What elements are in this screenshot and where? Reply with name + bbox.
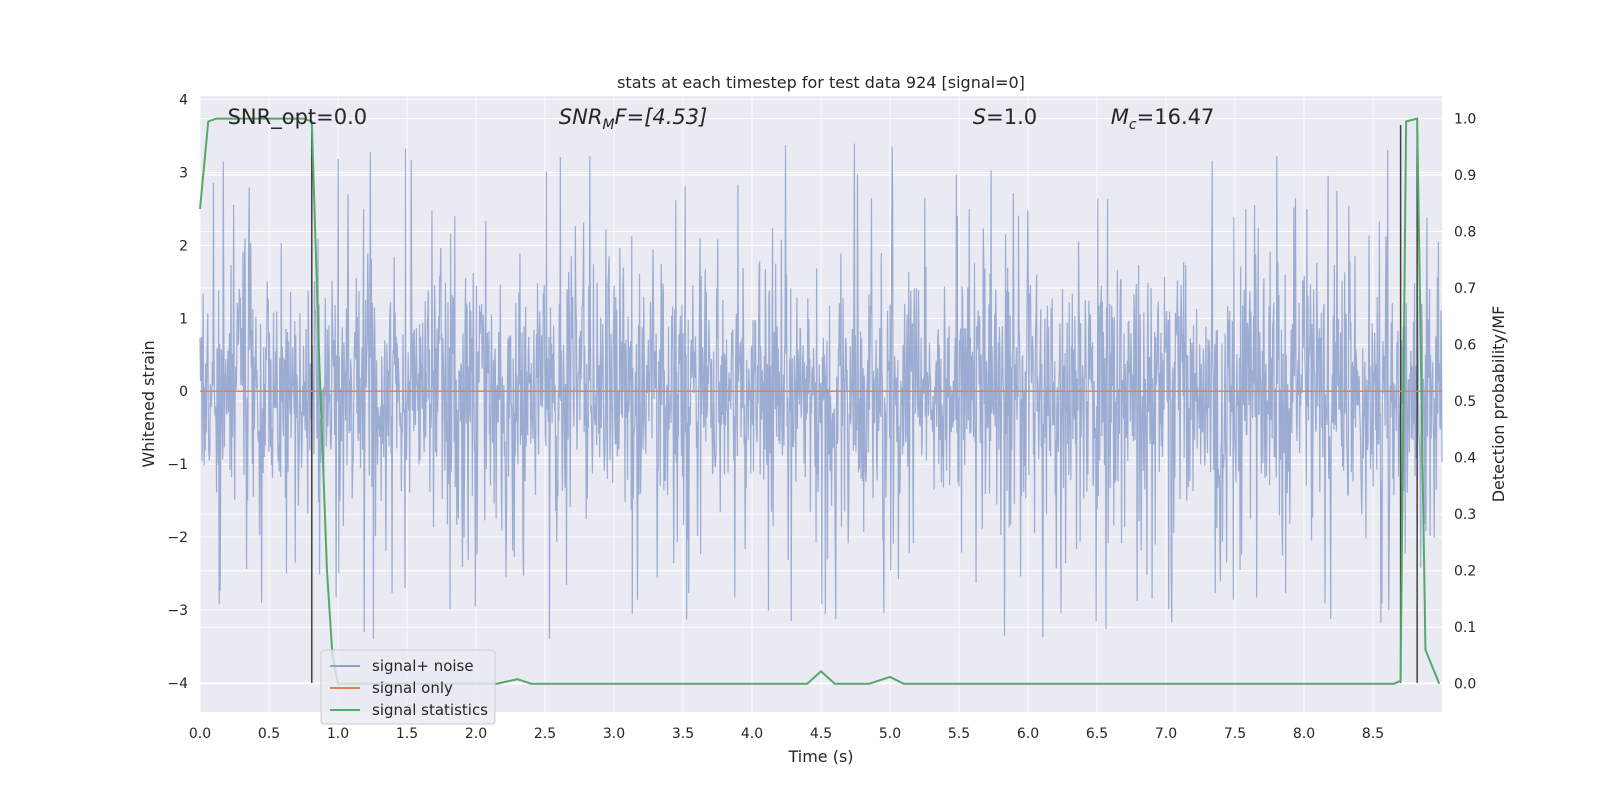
legend-box (320, 649, 496, 725)
legend-label: signal+ noise (372, 657, 474, 675)
x-tick-label: 5.5 (948, 726, 970, 742)
y-axis-label: Whitened strain (139, 340, 158, 467)
y-tick-label: 2 (179, 238, 188, 254)
y2-axis-label: Detection probability/MF (1489, 306, 1508, 503)
legend-label: signal statistics (372, 701, 488, 719)
y2-tick-label: 0.6 (1454, 338, 1476, 354)
y-tick-label: −4 (167, 676, 188, 692)
x-axis-label: Time (s) (787, 747, 853, 766)
legend: signal+ noise signal only signal statistic… (320, 649, 496, 725)
x-tick-label: 1.5 (396, 726, 418, 742)
tick-labels: 0.0 0.5 1.0 1.5 2.0 2.5 3.0 3.5 4.0 4.5 5.0 5.5 6.0 6… (167, 93, 1476, 742)
x-tick-label: 7.5 (1224, 726, 1246, 742)
x-tick-label: 8.0 (1293, 726, 1315, 742)
x-tick-label: 7.0 (1155, 726, 1177, 742)
x-tick-label: 4.0 (741, 726, 763, 742)
chart-title: stats at each timestep for test data 924… (617, 73, 1025, 92)
y-tick-label: 0 (179, 384, 188, 400)
x-tick-label: 3.0 (603, 726, 625, 742)
y2-tick-label: 0.8 (1454, 225, 1476, 241)
y2-tick-label: 0.0 (1454, 677, 1476, 693)
x-tick-label: 2.0 (465, 726, 487, 742)
signal-noise-line (199, 143, 1443, 639)
annotation-2: S=1.0 (973, 105, 1037, 129)
y-tick-label: 3 (179, 166, 188, 182)
x-tick-label: 8.5 (1362, 726, 1384, 742)
x-tick-label: 1.0 (327, 726, 349, 742)
y-tick-label: 1 (179, 311, 188, 327)
y-tick-label: 4 (179, 93, 188, 109)
y2-tick-label: 0.5 (1454, 394, 1476, 410)
y2-tick-label: 0.1 (1454, 620, 1476, 636)
legend-label: signal only (372, 679, 453, 697)
x-tick-label: 0.0 (189, 726, 211, 742)
x-tick-label: 4.5 (810, 726, 832, 742)
y2-tick-label: 0.3 (1454, 507, 1476, 523)
signal-statistics-line (199, 117, 1441, 685)
y-tick-label: −2 (167, 530, 188, 546)
annotation-0: SNR_opt=0.0 (228, 105, 368, 130)
y2-tick-label: 1.0 (1454, 112, 1476, 128)
x-tick-label: 5.0 (879, 726, 901, 742)
y-tick-label: −1 (167, 457, 188, 473)
y-tick-label: −3 (167, 603, 188, 619)
x-tick-label: 2.5 (534, 726, 556, 742)
y2-tick-label: 0.7 (1454, 281, 1476, 297)
annotation-1: SNRMF=[4.53] (559, 105, 708, 133)
y2-tick-label: 0.4 (1454, 451, 1476, 467)
x-tick-label: 3.5 (672, 726, 694, 742)
annotations: SNR_opt=0.0 SNRMF=[4.53] S=1.0 Mc=16.47 (228, 105, 1215, 133)
x-tick-label: 6.5 (1086, 726, 1108, 742)
y2-tick-label: 0.9 (1454, 168, 1476, 184)
annotation-3: Mc=16.47 (1111, 105, 1215, 133)
x-tick-label: 6.0 (1017, 726, 1039, 742)
x-tick-label: 0.5 (258, 726, 280, 742)
data-layer (199, 117, 1443, 685)
y2-tick-label: 0.2 (1454, 564, 1476, 580)
